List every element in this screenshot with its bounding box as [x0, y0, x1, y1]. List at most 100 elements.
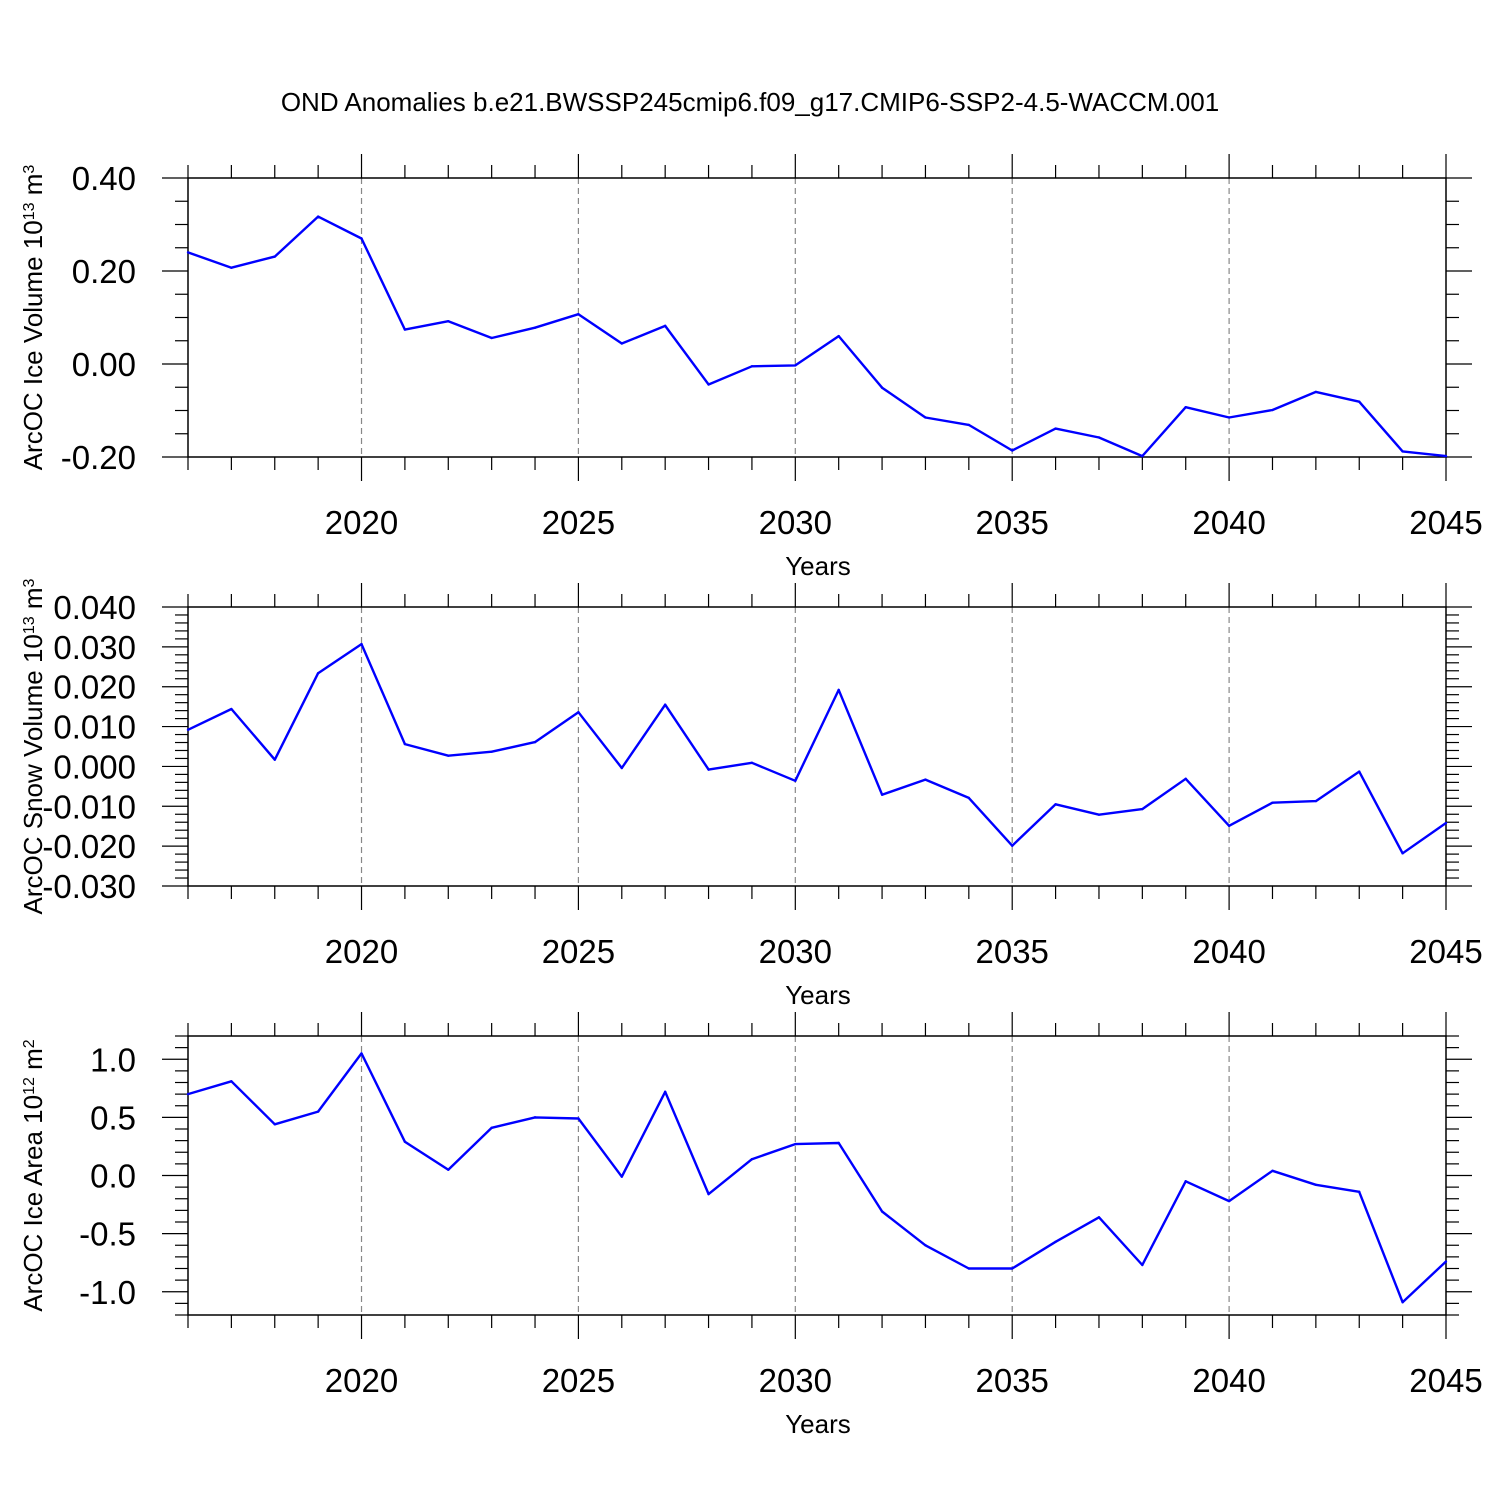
y-tick-label: 0.0	[90, 1158, 136, 1195]
y-tick-label: 0.000	[53, 748, 136, 785]
data-point	[1314, 1183, 1318, 1187]
data-point	[1097, 436, 1101, 439]
data-point	[924, 1244, 927, 1247]
data-point	[1401, 1301, 1404, 1304]
y-tick-label: 0.5	[90, 1099, 136, 1136]
data-point	[447, 754, 450, 757]
data-point	[924, 778, 927, 781]
y-tick-label: 0.010	[53, 709, 136, 746]
x-tick-label: 2025	[542, 933, 615, 970]
y-tick-label: -0.020	[42, 828, 136, 865]
y-axis-label: ArcOC Ice Area 1012 m2	[18, 1039, 48, 1311]
y-tick-label: -1.0	[79, 1274, 136, 1311]
data-point	[750, 761, 754, 765]
data-point	[750, 365, 754, 368]
data-point	[620, 1175, 623, 1178]
data-point	[1444, 821, 1448, 825]
x-tick-label: 2045	[1409, 504, 1482, 541]
y-tick-label: -0.010	[42, 788, 136, 825]
data-point	[360, 1052, 363, 1055]
data-point	[316, 1110, 320, 1113]
x-tick-label: 2030	[759, 933, 832, 970]
data-point	[533, 1116, 537, 1119]
data-point	[273, 758, 276, 761]
x-axis-label: Years	[785, 551, 851, 581]
y-tick-label: 0.020	[53, 669, 136, 706]
data-point	[1314, 799, 1318, 803]
y-tick-label: 0.00	[72, 346, 136, 383]
x-tick-label: 2045	[1409, 1362, 1482, 1399]
data-point	[577, 711, 580, 714]
plot-frame	[187, 1035, 1447, 1316]
data-point	[663, 703, 667, 706]
data-point	[707, 1192, 710, 1196]
data-point	[447, 1168, 450, 1171]
chart-panel-3: -1.0 -0.5 0.0 0.5 1.0 2020 2025 2030 2035 2040 204…	[18, 1012, 1483, 1439]
data-point	[577, 1117, 580, 1120]
data-point	[1358, 1190, 1361, 1193]
data-point	[230, 1080, 233, 1083]
data-point	[1271, 801, 1274, 804]
y-axis-label: ArcOC Ice Volume 1013 m3	[18, 165, 48, 471]
x-tick-label: 2040	[1192, 933, 1265, 970]
data-point	[1271, 408, 1274, 412]
data-point	[880, 386, 884, 389]
data-point	[577, 313, 580, 316]
y-tick-label: -0.20	[61, 439, 136, 476]
data-point	[794, 364, 797, 367]
data-point	[490, 1126, 493, 1130]
data-point	[186, 251, 190, 254]
y-tick-label: 0.030	[53, 629, 136, 666]
data-point	[1358, 400, 1361, 403]
data-point	[794, 779, 797, 782]
data-point	[1141, 807, 1144, 811]
data-point	[967, 423, 971, 427]
data-point	[1054, 1240, 1057, 1243]
data-point	[230, 707, 233, 711]
data-point	[186, 728, 190, 731]
x-tick-label: 2020	[325, 1362, 398, 1399]
data-point	[1097, 813, 1101, 816]
data-point	[403, 742, 407, 746]
data-point	[1358, 770, 1361, 773]
chart-panel-2: -0.030-0.020-0.0100.0000.0100.0200.0300.…	[18, 578, 1483, 1010]
data-point	[533, 326, 537, 329]
data-point	[273, 255, 276, 258]
data-point	[663, 1090, 667, 1094]
data-point	[1227, 824, 1231, 828]
y-tick-label: -0.5	[79, 1216, 136, 1253]
data-point	[663, 324, 667, 328]
data-point	[1444, 454, 1448, 458]
data-point	[837, 688, 840, 692]
data-point	[1401, 852, 1404, 855]
y-tick-label: 0.40	[72, 160, 136, 197]
data-point	[750, 1158, 754, 1161]
data-point	[1314, 390, 1318, 394]
data-point	[316, 671, 320, 675]
data-point	[1227, 1199, 1231, 1203]
x-tick-label: 2035	[975, 504, 1048, 541]
y-axis-label: ArcOC Snow Volume 1013 m3	[18, 578, 48, 914]
data-point	[1444, 1260, 1448, 1263]
data-point	[1401, 450, 1404, 453]
data-point	[360, 642, 363, 646]
data-point	[273, 1123, 276, 1126]
series-line	[187, 215, 1447, 458]
data-point	[1011, 1267, 1014, 1270]
data-point	[490, 750, 493, 753]
data-point	[1184, 777, 1187, 780]
data-point	[620, 342, 623, 345]
x-tick-label: 2020	[325, 933, 398, 970]
y-tick-label: 0.040	[53, 589, 136, 626]
data-point	[403, 1140, 407, 1143]
data-point	[1227, 416, 1231, 419]
data-point	[794, 1142, 797, 1146]
data-point	[1184, 406, 1187, 409]
series-line	[187, 1052, 1447, 1304]
chart-title: OND Anomalies b.e21.BWSSP245cmip6.f09_g1…	[281, 87, 1219, 117]
y-tick-label: -0.030	[42, 868, 136, 905]
data-point	[490, 336, 493, 340]
data-point	[837, 334, 840, 338]
data-point	[1054, 803, 1057, 806]
